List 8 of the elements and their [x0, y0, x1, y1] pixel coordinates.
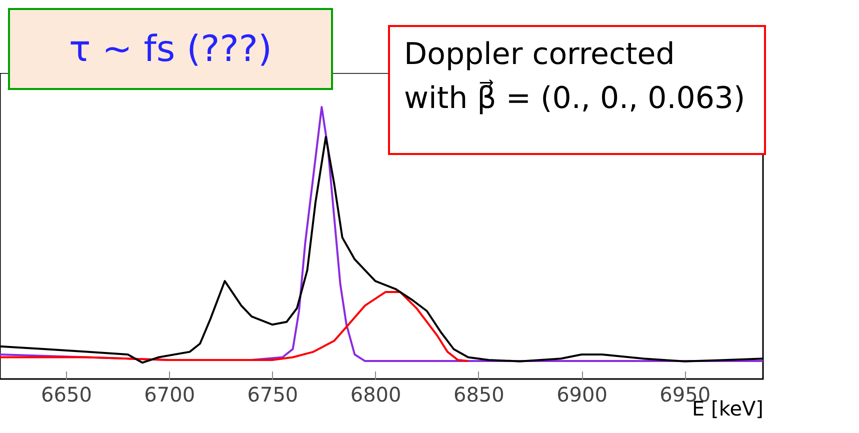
x-tick-label: 6900: [556, 382, 608, 406]
x-tick-label: 6800: [350, 382, 402, 406]
x-tick-label: 6750: [247, 382, 298, 406]
label-box: τ ~ fs (???): [8, 8, 333, 90]
label-box: Doppler corrected with β⃗ = (0., 0., 0.063): [388, 25, 766, 155]
x-tick-label: 6650: [41, 382, 92, 406]
x-tick-label: 6700: [144, 382, 196, 406]
x-tick-label: 6850: [453, 382, 504, 406]
